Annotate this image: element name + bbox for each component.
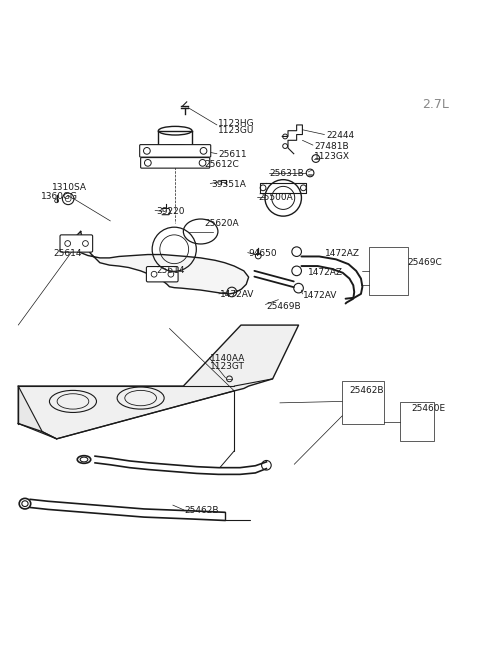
Text: 25460E: 25460E — [412, 403, 446, 413]
Polygon shape — [18, 386, 57, 439]
Text: 25612C: 25612C — [204, 160, 239, 169]
Text: 1140AA: 1140AA — [210, 354, 246, 364]
Text: 25631B: 25631B — [270, 170, 304, 178]
Text: 1472AZ: 1472AZ — [308, 268, 343, 277]
Text: 25611: 25611 — [218, 150, 247, 159]
Text: 25462B: 25462B — [185, 506, 219, 515]
Text: 1472AV: 1472AV — [220, 290, 254, 299]
Text: 25620A: 25620A — [204, 219, 239, 229]
Text: 25469B: 25469B — [266, 303, 301, 311]
FancyBboxPatch shape — [60, 235, 93, 252]
Text: 1123HG: 1123HG — [218, 119, 255, 128]
Text: 1310SA: 1310SA — [52, 183, 87, 192]
Text: 22444: 22444 — [326, 131, 355, 140]
Bar — [400, 402, 434, 441]
FancyBboxPatch shape — [140, 145, 211, 157]
Text: 25500A: 25500A — [258, 193, 293, 202]
Text: 39351A: 39351A — [211, 180, 246, 189]
Polygon shape — [73, 231, 249, 294]
Text: 39220: 39220 — [156, 207, 184, 216]
Text: 25469C: 25469C — [407, 258, 442, 267]
Bar — [342, 381, 384, 424]
Text: 1472AV: 1472AV — [303, 291, 338, 301]
FancyBboxPatch shape — [141, 158, 210, 168]
Text: 27481B: 27481B — [314, 141, 349, 151]
Bar — [369, 247, 408, 295]
Text: 2.7L: 2.7L — [422, 98, 449, 111]
Text: 1472AZ: 1472AZ — [325, 249, 360, 257]
Text: 1360GG: 1360GG — [41, 193, 78, 202]
Polygon shape — [18, 325, 299, 439]
Text: 1123GU: 1123GU — [218, 126, 255, 135]
Text: 25614: 25614 — [156, 267, 184, 275]
Text: 25614: 25614 — [54, 249, 82, 257]
FancyBboxPatch shape — [146, 267, 178, 282]
Text: 25462B: 25462B — [349, 386, 384, 396]
Text: 1123GX: 1123GX — [314, 152, 350, 161]
Text: 1123GT: 1123GT — [210, 362, 245, 371]
Text: 94650: 94650 — [249, 249, 277, 258]
